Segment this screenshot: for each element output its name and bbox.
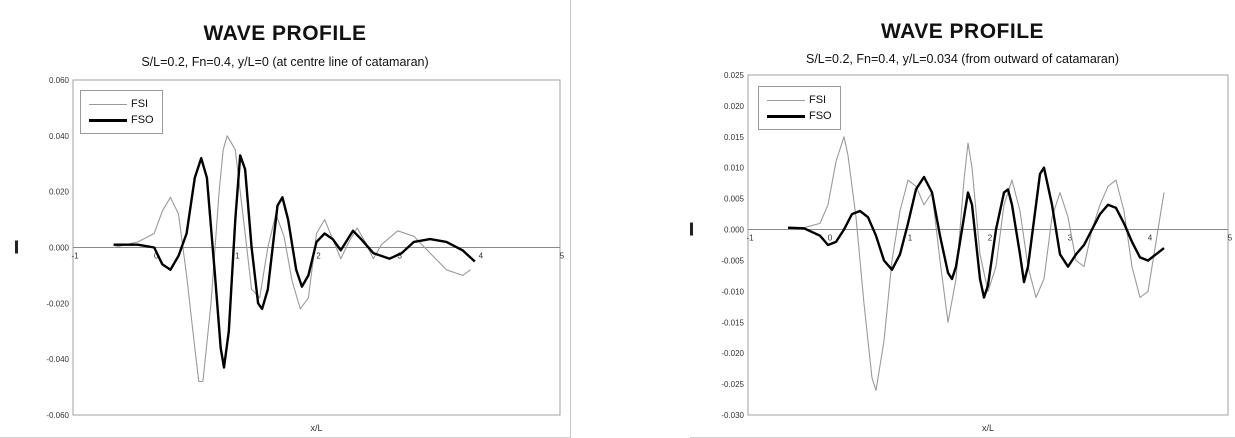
legend-swatch-fso [89,118,127,122]
y-tick-label: 0.020 [49,188,70,197]
chart-plot-right: 0.025 0.020 0.015 0.010 0.005 0.000 -0.005 -0.0… [690,71,1233,433]
legend-label-fsi: FSI [809,94,827,106]
y-tick-label: 0.015 [724,133,745,142]
legend-item-fsi: FSI [89,96,154,112]
x-tick-label: 3 [397,252,402,261]
legend-swatch-fso [767,114,805,118]
x-tick-label: -1 [71,252,79,261]
y-tick-label: 0.025 [724,71,745,80]
plot-area [747,74,1229,416]
x-tick-label: 3 [1068,234,1073,243]
chart-panel-right: WAVE PROFILE S/L=0.2, Fn=0.4, y/L=0.034 … [690,0,1235,438]
x-axis-label: x/L [982,423,994,433]
legend-item-fso: FSO [89,112,154,128]
y-tick-label: 0.040 [49,132,70,141]
y-tick-label: -0.030 [721,411,744,420]
x-tick-label: 1 [908,234,913,243]
y-tick-label: -0.020 [46,299,69,308]
y-tick-label: -0.015 [721,318,744,327]
y-tick-label: 0.005 [724,195,745,204]
chart-title-right: WAVE PROFILE [880,20,1045,43]
y-tick-label: -0.025 [721,380,744,389]
x-tick-label: 4 [479,252,484,261]
y-tick-label: -0.060 [46,411,69,420]
x-tick-label: 0 [828,234,833,243]
legend-label-fsi: FSI [131,98,149,110]
y-tick-label: 0.060 [49,76,70,85]
x-tick-label: 2 [316,252,321,261]
y-tick-label: 0.020 [724,102,745,111]
y-tick-label: 0.000 [724,226,745,235]
chart-subtitle-left: S/L=0.2, Fn=0.4, y/L=0 (at centre line o… [141,55,429,69]
y-tick-label: -0.005 [721,256,744,265]
chart-subtitle-right: S/L=0.2, Fn=0.4, y/L=0.034 (from outward… [805,52,1120,66]
series-line-fsi [787,136,1165,391]
legend-swatch-fsi [89,103,127,105]
legend-item-fsi: FSI [767,92,832,108]
y-tick-label: -0.010 [721,287,744,296]
chart-title-left: WAVE PROFILE [203,22,367,45]
y-tick-label: 0.010 [724,164,745,173]
series-line-fso [113,154,476,369]
chart-plot-left: 0.060 0.040 0.020 0.000 -0.020 -0.040 -0.060 -1… [15,76,565,433]
x-tick-label: 2 [988,234,993,243]
x-tick-label: 1 [235,252,240,261]
y-tick-label: 0.000 [49,244,70,253]
legend-left: FSI FSO [80,90,163,134]
y-tick-label: -0.040 [46,355,69,364]
legend-right: FSI FSO [758,86,841,130]
x-tick-label: 4 [1148,234,1153,243]
legend-label-fso: FSO [809,110,832,122]
series-line-fso [787,166,1165,299]
axis-marker [690,222,693,236]
legend-label-fso: FSO [131,114,154,126]
legend-item-fso: FSO [767,108,832,124]
x-tick-label: 0 [154,252,159,261]
y-tick-label: -0.020 [721,349,744,358]
x-tick-label: -1 [746,234,754,243]
axis-marker [15,240,18,254]
x-axis-label: x/L [310,423,322,433]
x-tick-label: 5 [1228,234,1233,243]
series-line-fsi [113,135,472,383]
chart-panel-left: WAVE PROFILE S/L=0.2, Fn=0.4, y/L=0 (at … [0,0,571,438]
legend-swatch-fsi [767,99,805,101]
x-tick-label: 5 [560,252,565,261]
